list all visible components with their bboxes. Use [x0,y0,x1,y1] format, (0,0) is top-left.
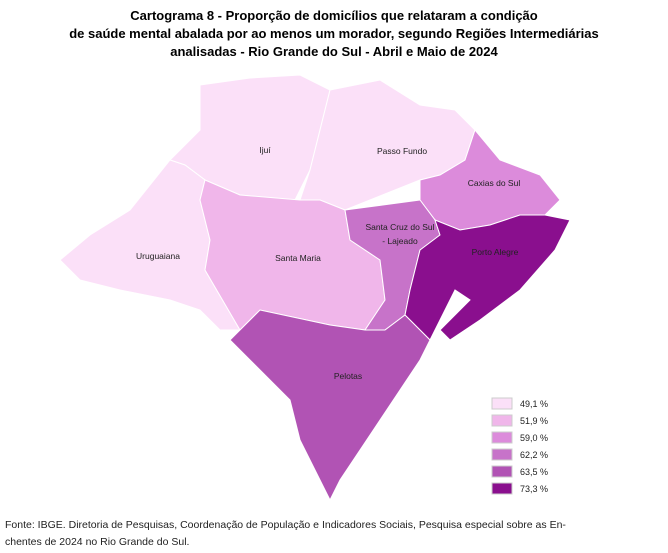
legend-label: 51,9 % [520,416,548,426]
region-label: Pelotas [334,371,362,381]
legend-label: 63,5 % [520,467,548,477]
region-label: Porto Alegre [472,247,519,257]
legend-label: 59,0 % [520,433,548,443]
legend-swatch [491,448,513,461]
legend-swatch [491,431,513,444]
region-label: Caxias do Sul [468,178,521,188]
legend-swatch [491,414,513,427]
map-regions [59,74,571,502]
region-label: - Lajeado [382,236,418,246]
region [404,214,571,341]
source: chentes de 2024 no Rio Grande do Sul. [5,536,189,548]
source: Fonte: IBGE. Diretoria de Pesquisas, Coo… [5,519,566,531]
region-label: Ijuí [259,145,271,155]
region-label: Santa Cruz do Sul [366,222,435,232]
region-label: Uruguaiana [136,251,180,261]
region-label: Passo Fundo [377,146,427,156]
legend-swatch [491,465,513,478]
legend-label: 73,3 % [520,484,548,494]
legend-label: 62,2 % [520,450,548,460]
title-line: analisadas - Rio Grande do Sul - Abril e… [170,44,498,59]
title-line: Cartograma 8 - Proporção de domicílios q… [130,8,538,23]
region-label: Santa Maria [275,253,321,263]
region [229,309,431,502]
legend-label: 49,1 % [520,399,548,409]
legend-swatch [491,397,513,410]
title-line: de saúde mental abalada por ao menos um … [69,26,599,41]
legend: 49,1 % 51,9 % 59,0 % 62,2 % 63,5 % 73,3 % [491,397,548,495]
legend-swatch [491,482,513,495]
